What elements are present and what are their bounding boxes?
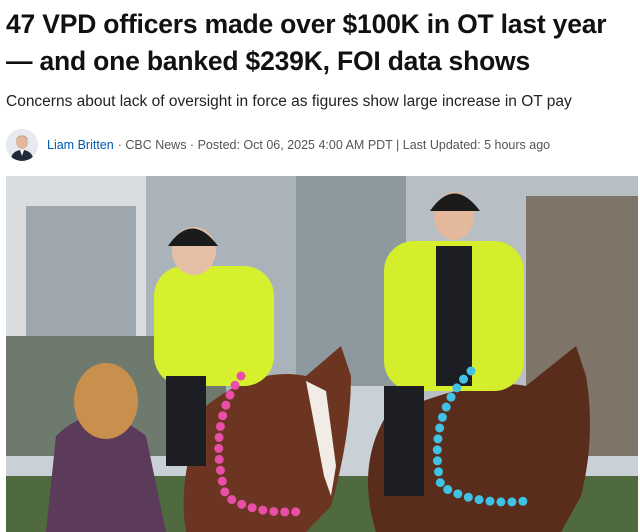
headline: 47 VPD officers made over $100K in OT la… xyxy=(6,9,607,76)
article-photo xyxy=(6,176,638,532)
author-link[interactable]: Liam Britten xyxy=(47,138,114,152)
byline-details: · CBC News · Posted: Oct 06, 2025 4:00 A… xyxy=(117,138,551,152)
subtitle: Concerns about lack of oversight in forc… xyxy=(6,93,572,110)
byline: Liam Britten · CBC News · Posted: Oct 06… xyxy=(6,128,550,162)
author-avatar xyxy=(6,129,38,161)
